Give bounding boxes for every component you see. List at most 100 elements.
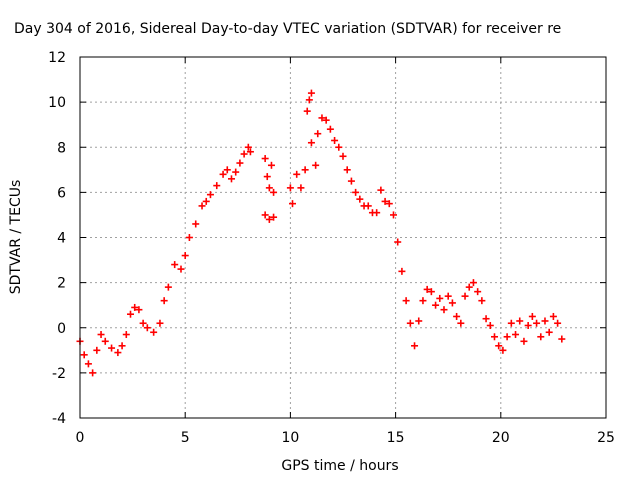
data-point <box>93 346 101 354</box>
data-point <box>440 306 448 314</box>
data-point <box>503 333 511 341</box>
data-point <box>261 155 269 163</box>
data-point <box>122 331 130 339</box>
y-tick-label: -4 <box>52 411 66 427</box>
y-tick-label: 12 <box>48 50 66 66</box>
data-point <box>347 177 355 185</box>
data-point <box>326 125 334 133</box>
data-point <box>293 170 301 178</box>
data-point <box>411 342 419 350</box>
y-axis-label: SDTVAR / TECUs <box>8 180 24 295</box>
data-point <box>364 202 372 210</box>
data-point <box>465 283 473 291</box>
data-point <box>244 143 252 151</box>
data-point <box>263 173 271 181</box>
grid <box>80 57 606 418</box>
tick-labels: 0 5 10 15 20 25 -4 -2 0 2 4 6 8 10 12 <box>48 50 615 446</box>
data-point <box>118 342 126 350</box>
data-point <box>524 321 532 329</box>
data-point <box>84 360 92 368</box>
data-point <box>486 321 494 329</box>
data-point <box>181 252 189 260</box>
data-point <box>377 186 385 194</box>
data-point <box>185 234 193 241</box>
data-point <box>286 184 294 192</box>
data-point <box>232 168 240 176</box>
data-point <box>499 346 507 354</box>
y-tick-label: -2 <box>52 366 66 382</box>
data-point <box>314 130 322 138</box>
x-axis-label: GPS time / hours <box>281 458 398 474</box>
data-point <box>448 299 456 307</box>
data-point <box>356 195 364 203</box>
data-point <box>97 331 105 339</box>
x-tick-label: 0 <box>76 430 85 446</box>
data-point <box>303 107 311 115</box>
data-point <box>419 297 427 305</box>
data-point <box>213 182 221 190</box>
data-point <box>223 166 231 174</box>
plot-frame <box>79 56 607 419</box>
data-point <box>457 319 465 327</box>
data-point <box>352 188 360 196</box>
data-point <box>219 170 227 178</box>
x-tick-label: 15 <box>387 430 405 446</box>
data-point <box>427 288 435 296</box>
data-point <box>444 292 452 300</box>
data-points <box>76 89 566 377</box>
data-point <box>131 303 139 311</box>
data-point <box>89 369 97 377</box>
data-point <box>533 319 541 327</box>
data-point <box>265 184 273 192</box>
data-point <box>202 197 210 205</box>
data-point <box>164 283 172 291</box>
data-point <box>307 139 315 147</box>
data-point <box>246 148 254 156</box>
data-point <box>406 319 414 327</box>
data-point <box>318 114 326 122</box>
data-point <box>402 297 410 305</box>
data-point <box>301 166 309 174</box>
data-point <box>385 200 393 208</box>
data-point <box>108 344 116 352</box>
y-tick-label: 10 <box>48 95 66 111</box>
data-point <box>240 150 248 158</box>
data-point <box>289 200 297 208</box>
axis-ticks <box>79 56 607 419</box>
data-point <box>267 161 275 169</box>
data-point <box>265 215 273 223</box>
chart-title: Day 304 of 2016, Sidereal Day-to-day VTE… <box>14 21 561 37</box>
data-point <box>198 202 206 210</box>
data-point <box>322 116 330 124</box>
data-point <box>126 310 134 318</box>
data-point <box>482 315 490 323</box>
data-point <box>528 312 536 320</box>
data-point <box>101 337 109 345</box>
data-point <box>549 312 557 320</box>
data-point <box>335 143 343 151</box>
data-point <box>558 335 566 343</box>
data-point <box>143 324 151 332</box>
data-point <box>453 312 461 320</box>
data-point <box>331 136 339 144</box>
data-point <box>192 220 200 228</box>
data-point <box>478 297 486 305</box>
data-point <box>339 152 347 160</box>
data-point <box>512 331 520 339</box>
data-point <box>516 317 524 325</box>
data-point <box>394 238 402 246</box>
data-point <box>139 319 147 327</box>
data-point <box>545 328 553 336</box>
data-point <box>474 288 482 296</box>
data-point <box>150 328 158 336</box>
data-point <box>270 213 278 221</box>
data-point <box>236 159 244 167</box>
data-point <box>227 175 235 183</box>
data-point <box>270 188 278 196</box>
data-point <box>80 351 88 359</box>
x-tick-label: 5 <box>181 430 190 446</box>
data-point <box>537 333 545 341</box>
data-point <box>554 319 562 327</box>
data-point <box>381 197 389 205</box>
